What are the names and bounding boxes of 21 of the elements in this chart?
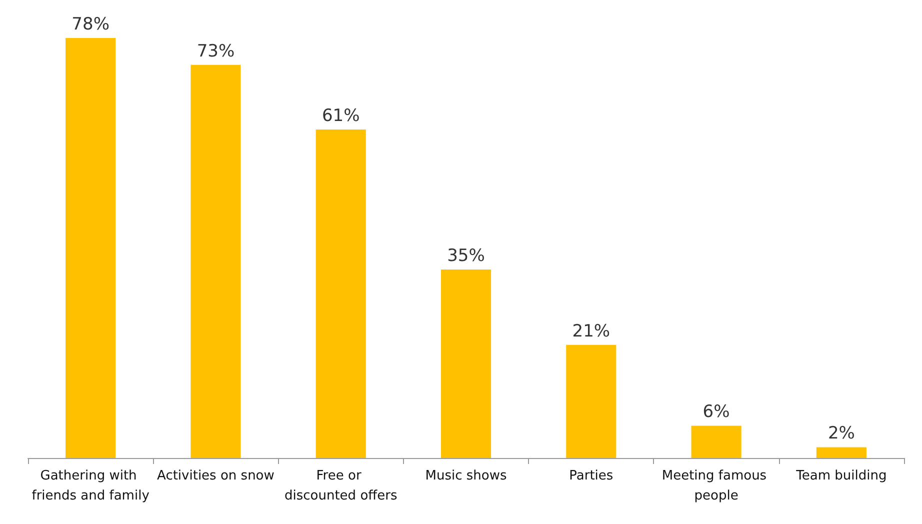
data-label: 73% — [196, 41, 235, 62]
bar — [440, 270, 492, 458]
data-label: 78% — [72, 14, 110, 34]
data-label: 21% — [572, 321, 610, 342]
data-label: 35% — [447, 246, 485, 266]
data-label: 61% — [322, 106, 360, 126]
x-tick-label: Team building — [795, 468, 887, 484]
x-tick-label: Gathering with friends and family — [32, 468, 150, 504]
data-label: 6% — [702, 402, 730, 422]
bar — [566, 344, 616, 458]
x-tick-label: Free or discounted offers — [284, 468, 398, 504]
bar — [816, 447, 866, 458]
bar — [691, 426, 742, 458]
data-label: 2% — [828, 424, 855, 444]
bar — [190, 64, 241, 458]
x-tick-label: Meeting famous people — [662, 468, 771, 504]
x-tick-label: Activities on snow — [157, 468, 275, 484]
bar — [66, 38, 116, 458]
bar — [316, 130, 366, 458]
x-tick-label: Parties — [569, 468, 614, 484]
x-tick-label: Music shows — [425, 468, 507, 484]
